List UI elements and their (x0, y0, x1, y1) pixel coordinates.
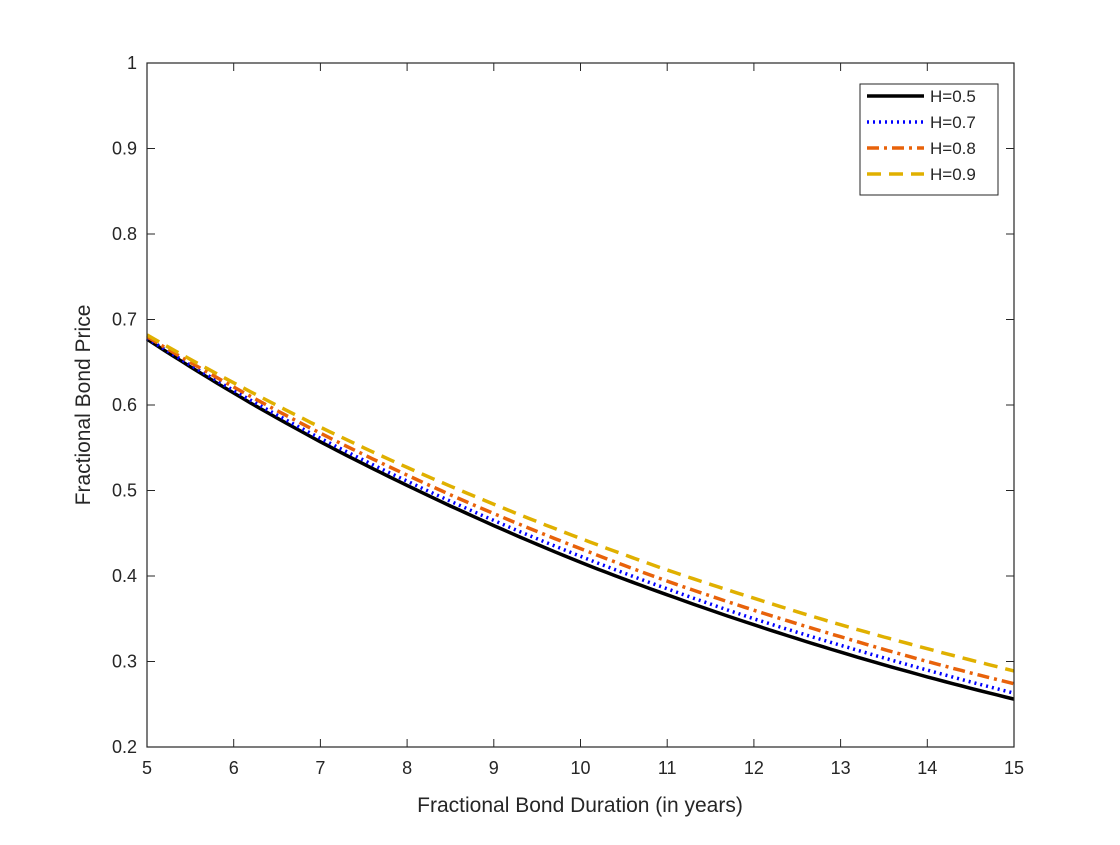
y-tick-label: 0.7 (112, 310, 137, 330)
x-axis-label: Fractional Bond Duration (in years) (417, 794, 743, 817)
y-tick-label: 0.6 (112, 395, 137, 415)
x-tick-label: 15 (1004, 758, 1024, 778)
x-tick-label: 10 (570, 758, 590, 778)
x-tick-label: 14 (917, 758, 937, 778)
series-line-h-0-7 (146, 336, 1015, 695)
series-line-h-0-9 (146, 333, 1015, 673)
y-tick-label: 0.4 (112, 566, 137, 586)
x-tick-label: 6 (229, 758, 239, 778)
y-tick-label: 0.2 (112, 737, 137, 757)
x-tick-label: 9 (489, 758, 499, 778)
y-tick-label: 0.8 (112, 224, 137, 244)
x-tick-label: 12 (744, 758, 764, 778)
y-tick-label: 0.9 (112, 139, 137, 159)
y-tick-label: 0.5 (112, 481, 137, 501)
legend-label: H=0.8 (930, 139, 976, 158)
y-tick-label: 1 (127, 53, 137, 73)
legend-box (859, 83, 999, 196)
x-tick-label: 7 (315, 758, 325, 778)
x-tick-label: 11 (658, 758, 677, 778)
legend: H=0.5 H=0.7 H=0.8 H=0.9 (859, 83, 999, 196)
legend-label: H=0.5 (930, 87, 976, 106)
x-tick-label: 8 (402, 758, 412, 778)
series-line-h-0-5 (146, 337, 1015, 701)
y-axis-label: Fractional Bond Price (72, 305, 95, 506)
series-layer (146, 333, 1015, 701)
ticks-layer: 5 6 7 8 9 10 11 12 13 14 15 0.2 0.3 0.4 0.5 0.6 0.7 0.8 0.… (112, 53, 1024, 778)
legend-label: H=0.9 (930, 165, 976, 184)
x-tick-label: 13 (831, 758, 851, 778)
x-tick-label: 5 (142, 758, 152, 778)
legend-label: H=0.7 (930, 113, 976, 132)
y-tick-label: 0.3 (112, 652, 137, 672)
series-line-h-0-8 (146, 335, 1015, 686)
